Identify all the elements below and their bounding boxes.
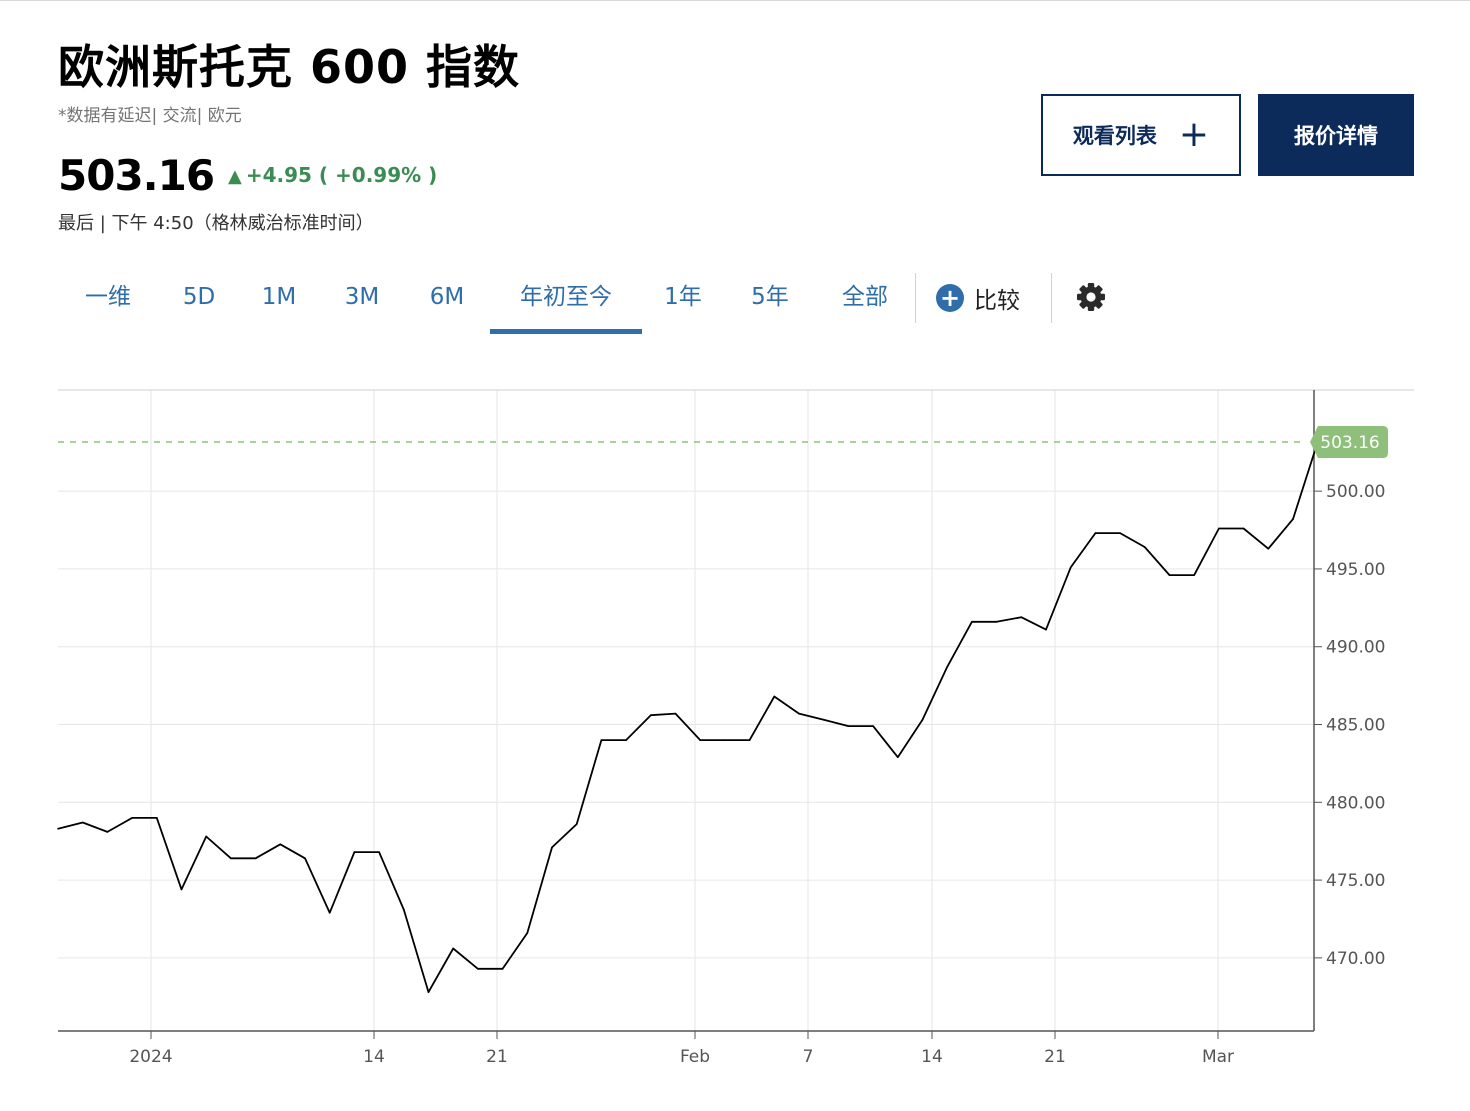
data-point: [1242, 527, 1245, 530]
x-tick-label: 2024: [129, 1047, 172, 1067]
y-tick-label: 490.00: [1326, 638, 1385, 658]
up-arrow-icon: ▲: [228, 166, 242, 187]
quote-details-button[interactable]: 报价详情: [1258, 94, 1414, 176]
data-point: [477, 968, 479, 970]
time-range-tabs: 一维 5D 1M 3M 6M 年初至今 1年 5年 全部: [0, 271, 1470, 334]
tab-1d[interactable]: 一维: [85, 284, 131, 310]
plus-icon: +: [1178, 114, 1210, 155]
data-point: [1045, 628, 1047, 631]
price-change-value: +4.95 ( +0.99% ): [245, 163, 438, 187]
x-tick-label: 7: [803, 1047, 814, 1067]
data-point: [1094, 532, 1097, 534]
quote-details-button-label: 报价详情: [1294, 124, 1378, 148]
data-point: [724, 739, 726, 741]
data-point: [81, 821, 84, 824]
data-point: [501, 968, 504, 970]
x-tick-label: 21: [486, 1047, 508, 1067]
y-tick-label: 470.00: [1326, 949, 1385, 969]
data-point: [378, 851, 380, 853]
data-point: [526, 932, 529, 934]
delay-notice: *数据有延迟| 交流| 欧元: [58, 106, 242, 126]
tab-all[interactable]: 全部: [842, 284, 888, 310]
data-point: [921, 719, 924, 721]
data-point: [822, 719, 825, 721]
data-point: [57, 827, 59, 830]
data-point: [230, 857, 232, 860]
y-tick-label: 480.00: [1326, 793, 1385, 813]
x-tick-label: 21: [1044, 1047, 1066, 1067]
price-series-line: [57, 441, 1319, 993]
tab-ytd[interactable]: 年初至今: [490, 271, 642, 334]
data-point: [1267, 547, 1270, 550]
data-point: [403, 908, 405, 911]
x-tick-label: Feb: [680, 1047, 710, 1067]
y-tick-label: 485.00: [1326, 716, 1385, 736]
data-point: [1144, 546, 1146, 548]
y-tick-label: 500.00: [1326, 482, 1385, 502]
last-update-time: 最后 | 下午 4:50（格林威治标准时间）: [58, 213, 374, 234]
data-point: [995, 621, 998, 623]
data-point: [674, 712, 677, 715]
data-point: [1020, 616, 1023, 618]
compare-label: 比较: [974, 288, 1020, 314]
data-point: [1218, 527, 1220, 530]
data-point: [748, 739, 751, 741]
last-price: 503.16: [58, 151, 215, 200]
tab-6m[interactable]: 6M: [429, 284, 465, 310]
x-tick-label: 14: [921, 1047, 943, 1067]
x-tick-label: 14: [363, 1047, 385, 1067]
data-point: [180, 888, 183, 891]
tab-3m[interactable]: 3M: [344, 284, 380, 310]
gear-icon[interactable]: [1074, 280, 1108, 318]
last-value-tag: [1310, 425, 1388, 458]
data-point: [551, 846, 553, 849]
data-point: [699, 739, 701, 741]
data-point: [575, 823, 578, 825]
x-tick-label: Mar: [1202, 1047, 1234, 1067]
data-point: [1119, 532, 1121, 534]
last-value-label: 503.16: [1320, 433, 1379, 453]
data-point: [353, 851, 356, 853]
page-title: 欧洲斯托克 600 指数: [58, 40, 521, 94]
tab-5y[interactable]: 5年: [751, 284, 789, 310]
data-point: [205, 835, 207, 838]
tab-5d[interactable]: 5D: [182, 284, 216, 310]
compare-button[interactable]: + 比较: [936, 281, 1020, 315]
y-tick-label: 475.00: [1326, 871, 1385, 891]
tab-1m[interactable]: 1M: [261, 284, 297, 310]
data-point: [625, 739, 627, 741]
data-point: [650, 714, 652, 716]
watchlist-button[interactable]: 观看列表 +: [1041, 94, 1241, 176]
data-point: [279, 843, 282, 846]
tab-divider: [915, 273, 916, 323]
data-point: [156, 817, 158, 819]
price-change: ▲ +4.95 ( +0.99% ): [228, 163, 437, 187]
data-point: [1069, 566, 1072, 569]
plus-circle-icon: +: [936, 284, 964, 312]
data-point: [452, 947, 455, 950]
data-point: [600, 739, 603, 741]
tab-1y[interactable]: 1年: [664, 284, 702, 310]
tab-divider: [1051, 273, 1052, 323]
data-point: [1168, 574, 1171, 576]
data-point: [872, 725, 874, 727]
data-point: [106, 831, 109, 833]
data-point: [328, 912, 331, 914]
data-point: [847, 725, 850, 727]
data-point: [1292, 518, 1294, 520]
data-point: [131, 817, 133, 819]
data-point: [773, 695, 776, 698]
data-point: [254, 857, 257, 860]
y-tick-label: 495.00: [1326, 560, 1385, 580]
data-point: [897, 756, 899, 758]
watchlist-button-label: 观看列表: [1072, 124, 1157, 148]
data-point: [798, 712, 800, 715]
data-point: [946, 666, 948, 668]
data-point: [304, 857, 306, 860]
data-point: [1193, 574, 1195, 576]
data-point: [971, 621, 973, 623]
data-point: [427, 991, 430, 993]
